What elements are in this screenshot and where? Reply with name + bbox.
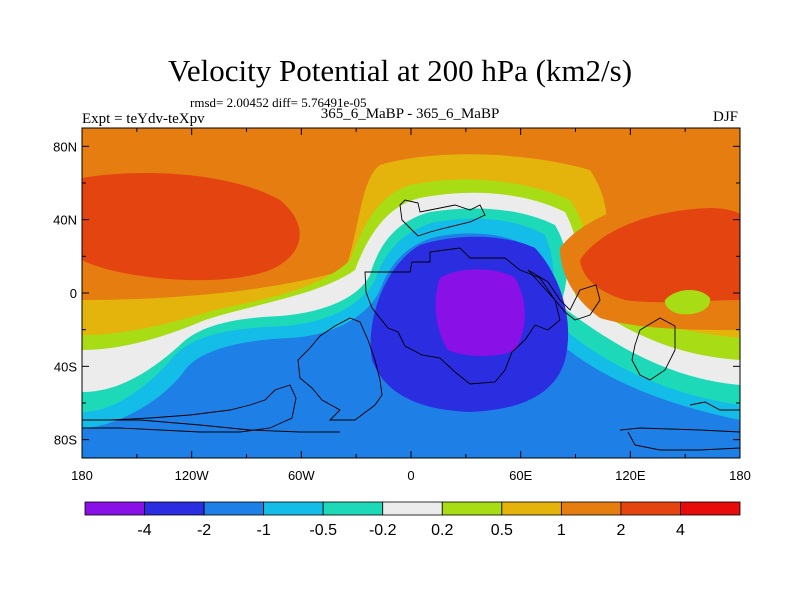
colorbar-swatch [680,501,741,516]
coastline-west-polygon [82,384,297,433]
colorbar-swatch [203,501,265,516]
y-tick-label: 80S [54,433,77,448]
x-axis: 180 120W 60W 0 60E 120E 180 [71,128,751,483]
colorbar-label: -2 [197,522,211,539]
colorbar-label: -0.2 [369,522,397,539]
chart-title: Velocity Potential at 200 hPa (km2/s) [167,53,633,88]
colorbar-label: 0.2 [431,522,453,539]
colorbar-swatch [441,501,503,516]
contour-map [82,128,740,458]
x-tick-label: 60W [288,468,315,483]
colorbar-label: 2 [616,522,625,539]
band-0.2-to-0.5-east-blob [664,289,711,315]
colorbar-label: 1 [557,522,566,539]
x-tick-label: 60E [509,468,532,483]
x-tick-label: 180 [729,468,751,483]
colorbar-swatch [382,501,443,516]
colorbar-label: -0.5 [309,522,337,539]
experiment-label: Expt = teYdv-teXpv [82,111,205,127]
colorbar-swatch [263,501,324,516]
coastline-south-america [297,317,383,421]
coastlines [82,199,740,451]
coastline-arabia [527,269,601,321]
colorbar-swatch [84,501,145,516]
colorbar-swatch [322,501,384,516]
colorbar-swatch [144,501,205,516]
center-label: 365_6_MaBP - 365_6_MaBP [320,106,500,122]
coastline-antarctic-east [627,401,740,451]
y-tick-label: 40S [54,359,77,374]
y-tick-label: 80N [53,139,77,154]
band-2-to-4-east [580,208,740,303]
coastline-antarctica [82,419,740,433]
colorbar-label: 4 [676,522,685,539]
x-tick-label: 120E [615,468,646,483]
colorbar-label: -4 [137,522,151,539]
colorbar-swatch [620,501,681,516]
stats-label: rmsd= 2.00452 diff= 5.76491e-05 [190,95,367,110]
colorbar-swatch [501,501,562,516]
band-2-to-4-west [82,173,300,281]
y-tick-label: 40N [53,213,77,228]
colorbar-swatch [560,501,622,516]
season-label: DJF [712,109,738,125]
band-below-neg4 [435,269,525,356]
coastline-africa [364,247,561,385]
colorbar-label: 0.5 [491,522,513,539]
y-axis: 80N 40N 0 40S 80S [53,139,740,448]
x-tick-label: 0 [407,468,414,483]
coastline-europe [399,199,486,237]
x-tick-label: 180 [71,468,93,483]
colorbar-label: -1 [257,522,271,539]
colorbar: -4 -2 -1 -0.5 -0.2 0.2 0.5 1 2 4 [84,501,741,539]
x-tick-label: 120W [175,468,210,483]
y-tick-label: 0 [70,286,77,301]
coastline-australia [631,317,676,381]
